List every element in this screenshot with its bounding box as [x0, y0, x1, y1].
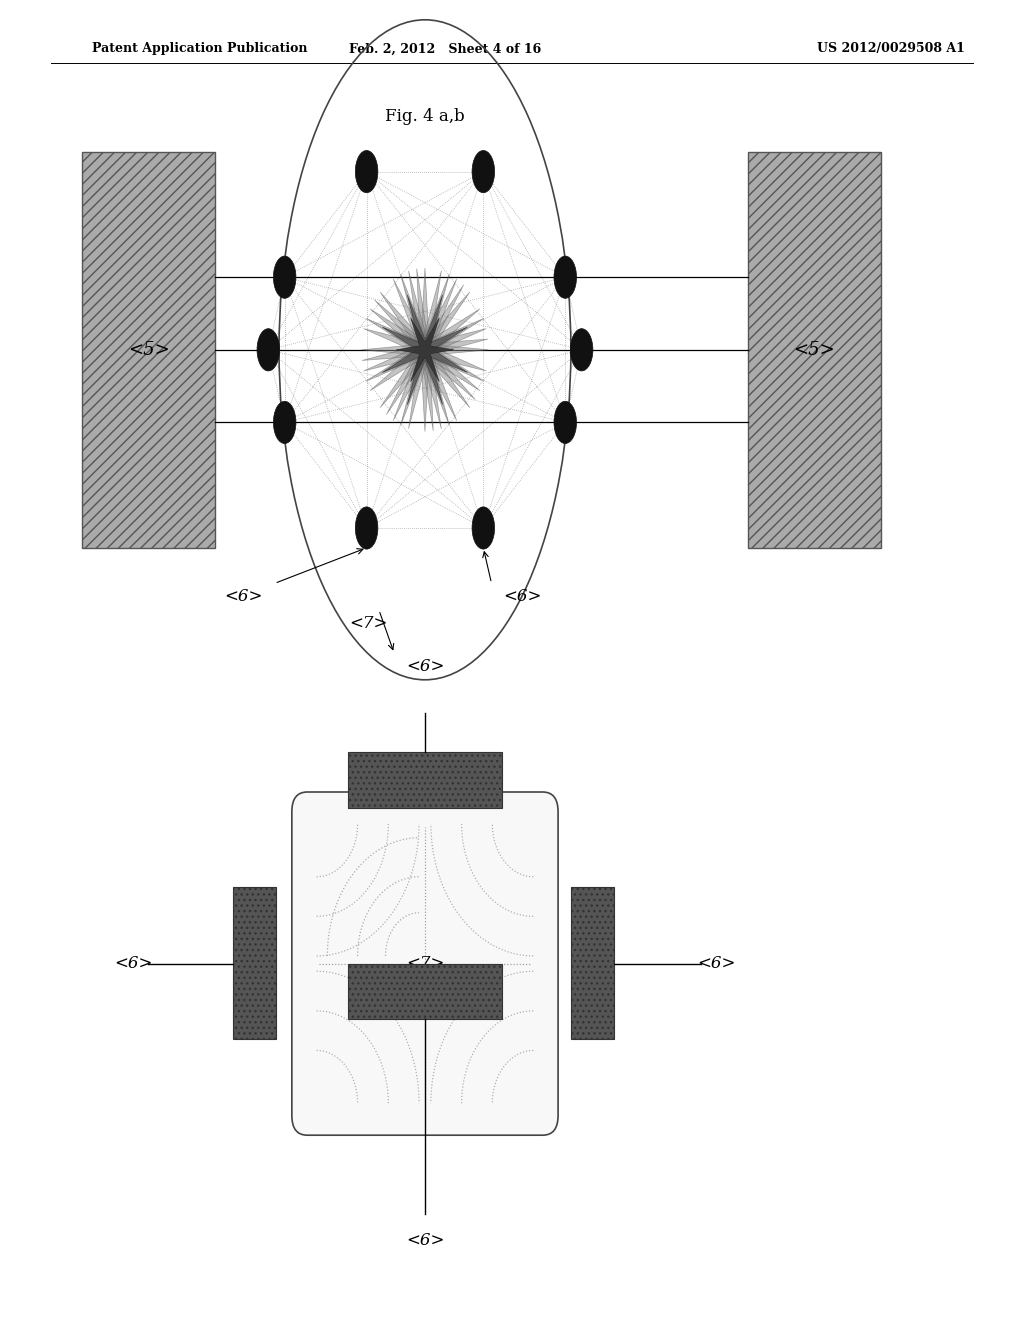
Text: <5>: <5>: [128, 341, 169, 359]
Text: <5>: <5>: [794, 341, 835, 359]
Bar: [571, 887, 614, 1039]
PathPatch shape: [396, 318, 454, 381]
Text: Fig. 4 a,b: Fig. 4 a,b: [385, 108, 465, 124]
PathPatch shape: [361, 268, 488, 432]
FancyBboxPatch shape: [292, 792, 558, 1135]
Ellipse shape: [273, 401, 296, 444]
PathPatch shape: [364, 271, 486, 429]
Ellipse shape: [273, 256, 296, 298]
Bar: [348, 964, 502, 1019]
Ellipse shape: [355, 150, 378, 193]
Text: Feb. 2, 2012   Sheet 4 of 16: Feb. 2, 2012 Sheet 4 of 16: [349, 42, 542, 55]
Text: <7>: <7>: [406, 956, 444, 972]
PathPatch shape: [362, 269, 487, 430]
Ellipse shape: [257, 329, 280, 371]
PathPatch shape: [367, 275, 483, 425]
Ellipse shape: [355, 507, 378, 549]
Text: <7>: <7>: [349, 615, 388, 631]
Bar: [348, 752, 502, 808]
Bar: [82, 152, 215, 548]
Text: US 2012/0029508 A1: US 2012/0029508 A1: [817, 42, 965, 55]
Bar: [233, 887, 276, 1039]
Ellipse shape: [554, 401, 577, 444]
Ellipse shape: [570, 329, 593, 371]
Text: <6>: <6>: [503, 589, 542, 605]
Text: Patent Application Publication: Patent Application Publication: [92, 42, 307, 55]
Text: <6>: <6>: [224, 589, 263, 605]
Ellipse shape: [472, 507, 495, 549]
Bar: [748, 152, 881, 548]
Ellipse shape: [554, 256, 577, 298]
Text: <6>: <6>: [406, 1233, 444, 1249]
Text: <6>: <6>: [114, 956, 153, 972]
Ellipse shape: [472, 150, 495, 193]
PathPatch shape: [382, 294, 468, 405]
Text: <6>: <6>: [697, 956, 736, 972]
Text: <6>: <6>: [406, 659, 444, 675]
PathPatch shape: [364, 271, 486, 429]
